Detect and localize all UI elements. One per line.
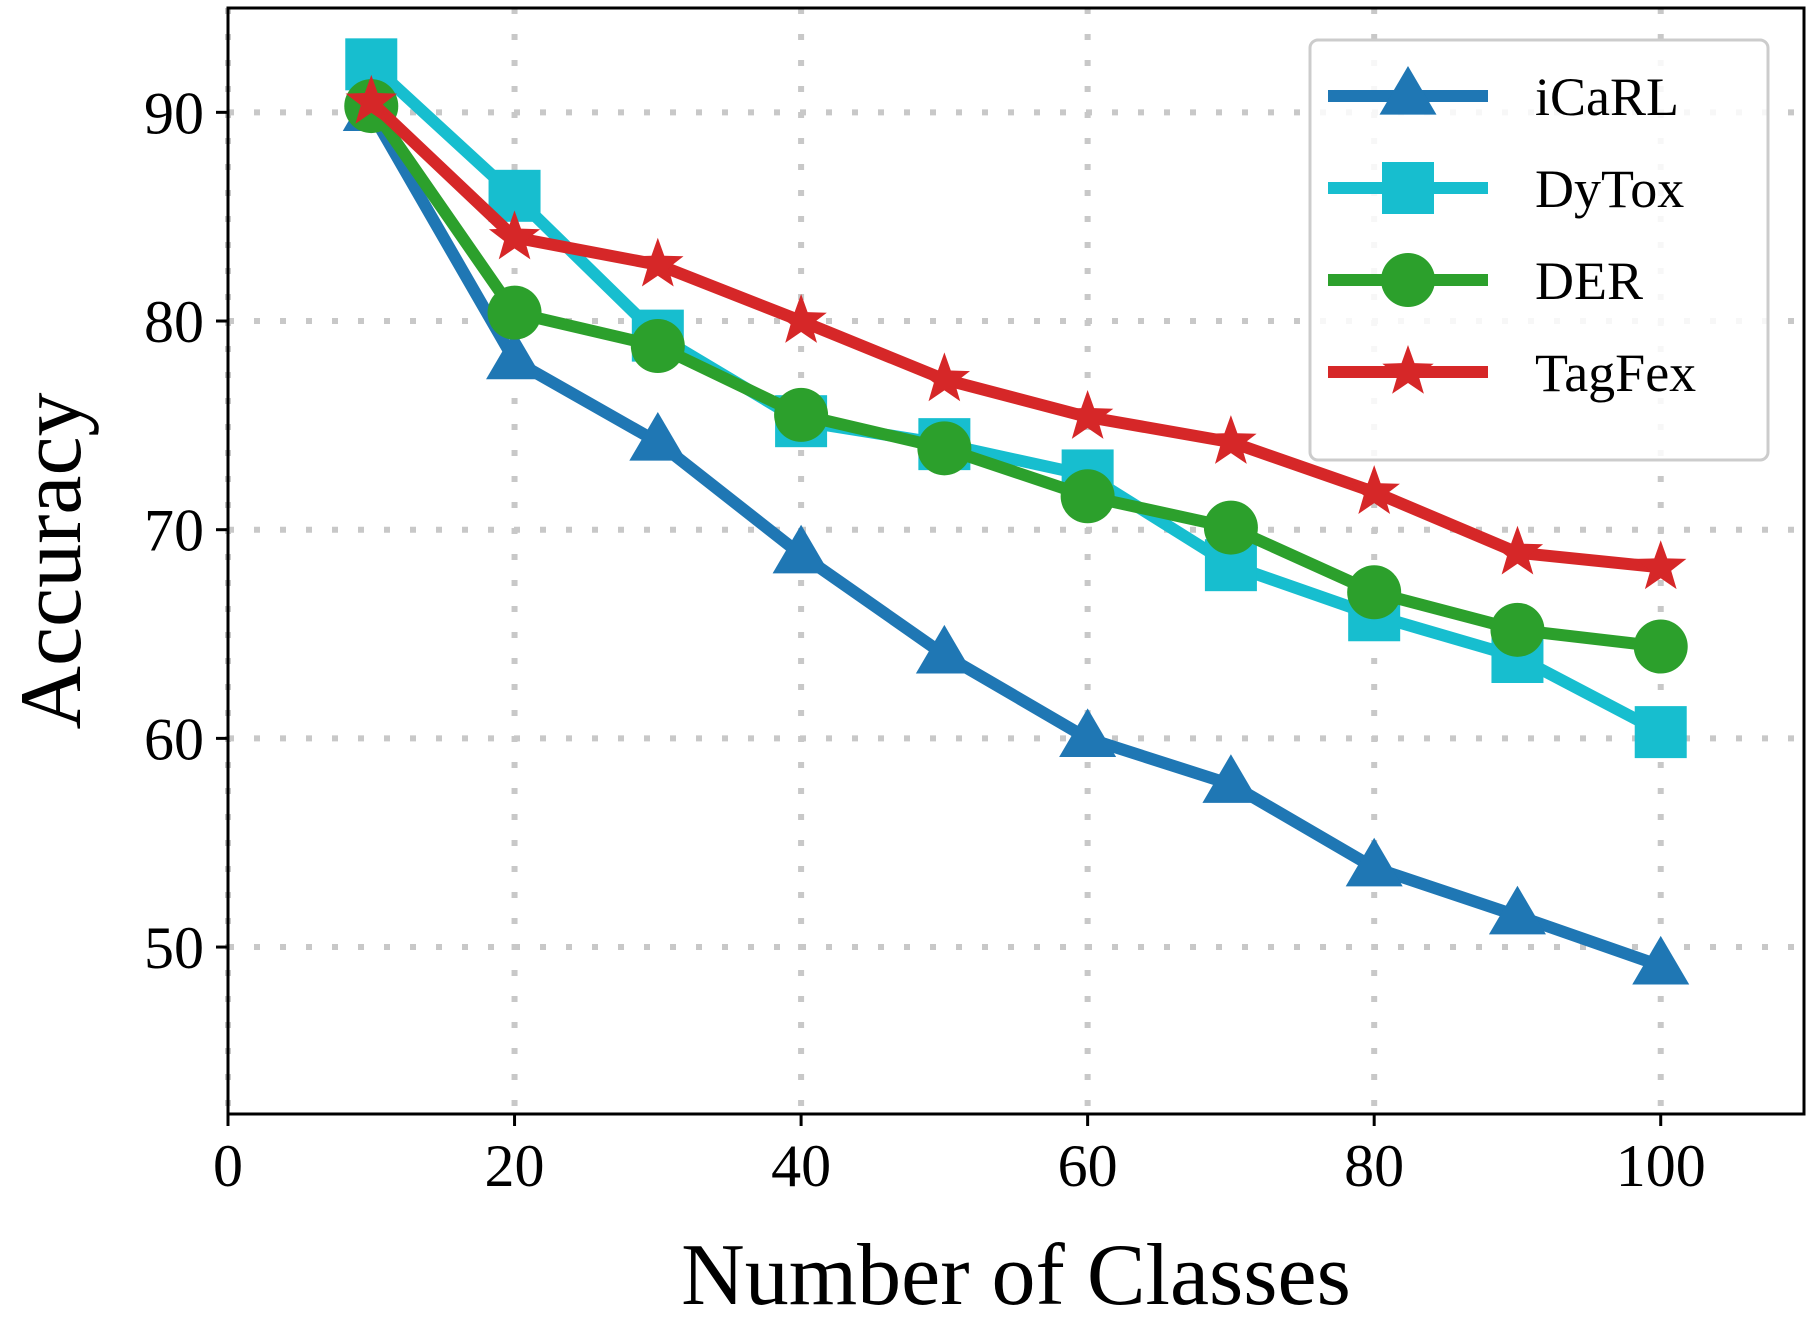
data-point-tagfex: [345, 74, 397, 124]
x-tick-label: 0: [213, 1133, 243, 1199]
legend-label-dytox: DyTox: [1535, 159, 1684, 219]
legend-box: [1308, 38, 1770, 462]
legend-label-tagfex: TagFex: [1535, 343, 1696, 403]
series-tagfex: [345, 74, 1687, 590]
legend-entry-dytox: DyTox: [1328, 159, 1684, 219]
data-point-icarl: [1345, 837, 1403, 887]
y-tick-label: 90: [144, 80, 204, 146]
series-line-dytox: [367, 59, 1664, 738]
legend-entry-tagfex: TagFex: [1328, 343, 1696, 403]
data-point-tagfex: [775, 294, 827, 343]
x-tick-label: 80: [1344, 1133, 1404, 1199]
series-line-der: [366, 102, 1662, 653]
data-point-icarl: [915, 624, 973, 674]
series-der: [344, 79, 1688, 674]
data-point-der: [917, 421, 972, 476]
x-tick-label: 60: [1058, 1133, 1118, 1199]
legend-marker-der: [1381, 253, 1435, 307]
data-point-icarl: [1488, 885, 1546, 935]
data-point-der: [487, 285, 542, 340]
data-point-tagfex: [918, 352, 970, 402]
series-line-tagfex: [367, 97, 1662, 574]
legend-label-der: DER: [1535, 251, 1643, 311]
data-point-tagfex: [1205, 415, 1257, 464]
series-line-icarl: [366, 109, 1663, 972]
y-tick-label: 70: [144, 498, 204, 564]
data-point-icarl: [1059, 708, 1117, 757]
y-tick-label: 50: [144, 915, 204, 981]
data-point-der: [1347, 565, 1402, 620]
legend-marker-icarl: [1379, 66, 1437, 115]
data-point-icarl: [486, 330, 544, 380]
data-point-der: [774, 387, 829, 442]
legend-marker-tagfex: [1382, 345, 1434, 394]
data-point-icarl: [772, 524, 830, 574]
data-point-der: [1203, 500, 1258, 555]
data-point-icarl: [1202, 754, 1260, 803]
legend-label-icarl: iCaRL: [1535, 67, 1679, 127]
data-point-tagfex: [1062, 390, 1114, 439]
legend-entry-der: DER: [1328, 251, 1643, 311]
data-point-der: [1060, 469, 1115, 524]
data-point-icarl: [1632, 935, 1690, 985]
data-point-tagfex: [1348, 465, 1400, 514]
x-tick-label: 100: [1616, 1133, 1706, 1199]
legend: iCaRL DyTox DER TagFex: [1308, 38, 1770, 462]
axis-ticks: 0 20 40 60 80 100 50 60 70 80 90: [144, 80, 1706, 1199]
legend-entry-icarl: iCaRL: [1328, 66, 1679, 127]
x-axis-title: Number of Classes: [681, 1227, 1351, 1319]
x-tick-label: 40: [771, 1133, 831, 1199]
data-point-tagfex: [488, 210, 541, 260]
data-point-der: [1490, 602, 1545, 657]
data-point-tagfex: [1491, 525, 1544, 575]
y-tick-label: 60: [144, 706, 204, 772]
data-point-tagfex: [1635, 540, 1687, 590]
data-point-der: [630, 319, 685, 374]
plot-frame: [226, 6, 1806, 1116]
y-tick-label: 80: [144, 289, 204, 355]
x-tick-label: 20: [485, 1133, 545, 1199]
y-axis-title: Accuracy: [3, 392, 100, 729]
data-point-der: [1633, 619, 1688, 674]
data-point-dytox: [1634, 706, 1687, 759]
series-layer: [342, 38, 1690, 985]
data-point-tagfex: [632, 237, 684, 287]
data-point-icarl: [629, 412, 687, 461]
series-icarl: [342, 82, 1690, 985]
legend-marker-dytox: [1382, 162, 1434, 214]
